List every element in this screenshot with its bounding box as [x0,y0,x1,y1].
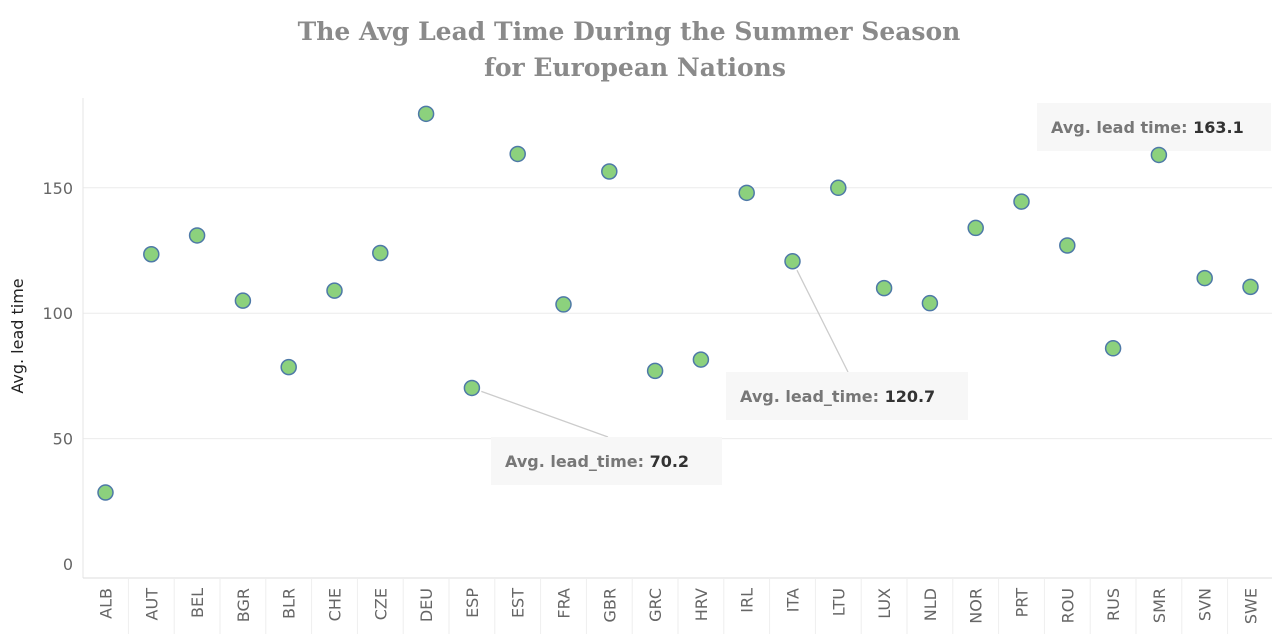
annotation-value: 70.2 [650,452,689,471]
data-point-rou[interactable] [1059,237,1076,254]
x-tick-label: AUT [142,588,161,621]
data-point-bgr[interactable] [234,292,252,309]
x-tick-label: ITA [784,588,803,612]
x-tick-label: GBR [600,588,619,623]
data-point-lux[interactable] [875,279,893,297]
data-point-bel[interactable] [188,227,206,244]
data-point-swe[interactable] [1242,278,1259,296]
x-tick-label: FRA [555,588,574,619]
x-tick-label: SVN [1196,588,1215,621]
chart-title-line2: for European Nations [484,53,786,82]
x-tick-label: NLD [921,588,940,621]
data-point-alb[interactable] [97,484,114,501]
x-tick-label: LTU [829,588,848,616]
data-point-aut[interactable] [143,246,160,263]
annotation-box [1037,103,1271,151]
y-axis: 0 50 100 150 [42,98,84,578]
x-tick-label: BLR [280,588,299,619]
data-point-cze[interactable] [372,244,389,262]
annotation-esp: Avg. lead_time: 70.2 [481,390,722,485]
x-tick-label: DEU [417,588,436,622]
y-tick-label: 100 [42,304,73,323]
data-point-che[interactable] [326,282,343,299]
x-tick-label: ROU [1058,588,1077,623]
gridlines [83,187,1272,440]
data-point-smr[interactable] [1150,146,1168,164]
annotation-value: 120.7 [885,387,936,406]
data-point-gbr[interactable] [601,163,618,180]
data-point-deu[interactable] [417,105,435,123]
x-tick-label: IRL [738,588,757,613]
annotation-label: Avg. lead_time: [740,387,885,406]
annotation-leader-line [481,390,609,438]
x-tick-label: SMR [1150,588,1169,623]
annotation-text: Avg. lead_time: 70.2 [505,452,689,471]
data-point-prt[interactable] [1013,193,1030,210]
data-points [97,105,1259,501]
annotation-text: Avg. lead time: 163.1 [1051,118,1244,137]
data-point-svn[interactable] [1196,269,1213,287]
x-tick-label: BGR [234,588,253,622]
annotation-box [726,372,968,420]
x-tick-label: RUS [1104,588,1123,621]
data-point-est[interactable] [509,145,526,163]
annotation-value: 163.1 [1193,118,1244,137]
annotation-box [491,437,722,485]
data-point-nld[interactable] [921,294,939,312]
data-point-esp[interactable] [463,379,481,397]
data-point-ita[interactable] [784,253,801,270]
x-tick-label: ESP [463,588,482,618]
x-tick-label: EST [509,588,528,618]
y-tick-label: 0 [63,555,73,574]
annotation-leader-line [796,269,849,373]
data-point-blr[interactable] [280,358,297,376]
x-tick-label: GRC [646,588,665,622]
chart-title-line1: The Avg Lead Time During the Summer Seas… [298,17,961,46]
x-tick-label: BEL [188,588,207,618]
annotation-ita: Avg. lead_time: 120.7 [726,269,968,420]
data-point-ltu[interactable] [830,179,847,197]
x-tick-label: CZE [371,588,390,620]
y-tick-label: 150 [42,179,73,198]
data-point-hrv[interactable] [692,351,710,368]
x-tick-label: LUX [875,588,894,619]
x-tick-label: ALB [97,588,116,619]
x-tick-label: HRV [692,588,711,621]
data-point-rus[interactable] [1104,340,1122,357]
x-tick-label: NOR [967,588,986,624]
x-tick-label: CHE [326,588,345,621]
y-axis-label: Avg. lead time [8,278,27,393]
annotation-label: Avg. lead_time: [505,452,650,471]
data-point-irl[interactable] [738,184,755,202]
x-axis: ALB AUT BEL BGR BLR CHE CZE DEU ESP EST FRA GBR GRC H… [83,577,1272,634]
data-point-nor[interactable] [967,219,984,237]
x-tick-label: SWE [1242,588,1261,624]
data-point-fra[interactable] [555,296,572,313]
y-tick-label: 50 [53,430,73,449]
data-point-grc[interactable] [646,362,664,380]
annotation-smr: Avg. lead time: 163.1 [1037,103,1271,152]
annotation-text: Avg. lead_time: 120.7 [740,387,935,406]
x-tick-label: PRT [1013,588,1032,618]
annotation-label: Avg. lead time: [1051,118,1193,137]
